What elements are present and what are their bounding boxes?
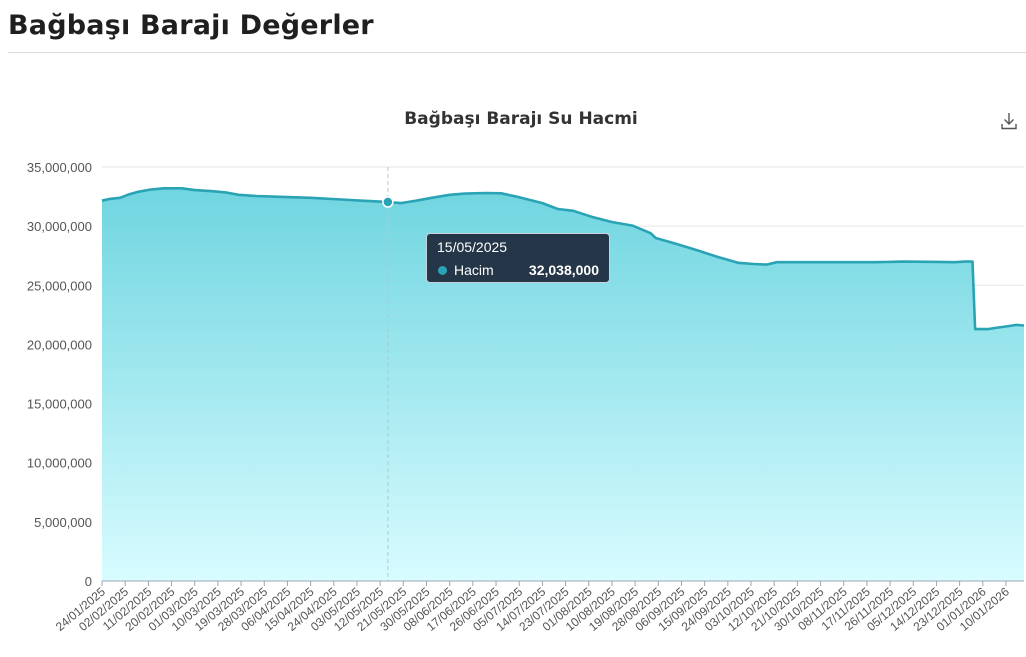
download-button[interactable] xyxy=(998,110,1020,132)
series-area xyxy=(102,188,1024,582)
y-tick-label: 20,000,000 xyxy=(27,337,92,352)
y-tick-label: 25,000,000 xyxy=(27,278,92,293)
y-tick-label: 5,000,000 xyxy=(34,515,92,530)
page-title: Bağbaşı Barajı Değerler xyxy=(8,10,374,41)
y-tick-label: 10,000,000 xyxy=(27,456,92,471)
y-tick-label: 15,000,000 xyxy=(27,397,92,412)
series-line xyxy=(101,187,1025,331)
y-axis: 0 5,000,000 10,000,000 15,000,000 20,000,000… xyxy=(27,160,92,589)
tooltip-series-dot xyxy=(438,266,447,275)
y-tick-label: 0 xyxy=(85,574,92,589)
data-tooltip: 15/05/2025 Hacim 32,038,000 xyxy=(426,233,610,283)
chart-title: Bağbaşı Barajı Su Hacmi xyxy=(404,109,638,129)
highlight-point xyxy=(382,196,394,208)
y-tick-label: 30,000,000 xyxy=(27,219,92,234)
download-icon xyxy=(1001,113,1017,130)
title-divider xyxy=(8,52,1026,53)
x-axis: 24/01/202502/02/202511/02/202520/02/2025… xyxy=(53,580,1024,634)
series-hacim[interactable] xyxy=(101,167,1025,582)
y-tick-label: 35,000,000 xyxy=(27,160,92,175)
tooltip-series-name: Hacim xyxy=(454,262,494,278)
tooltip-value: 32,038,000 xyxy=(528,262,599,278)
tooltip-date: 15/05/2025 xyxy=(437,239,508,255)
